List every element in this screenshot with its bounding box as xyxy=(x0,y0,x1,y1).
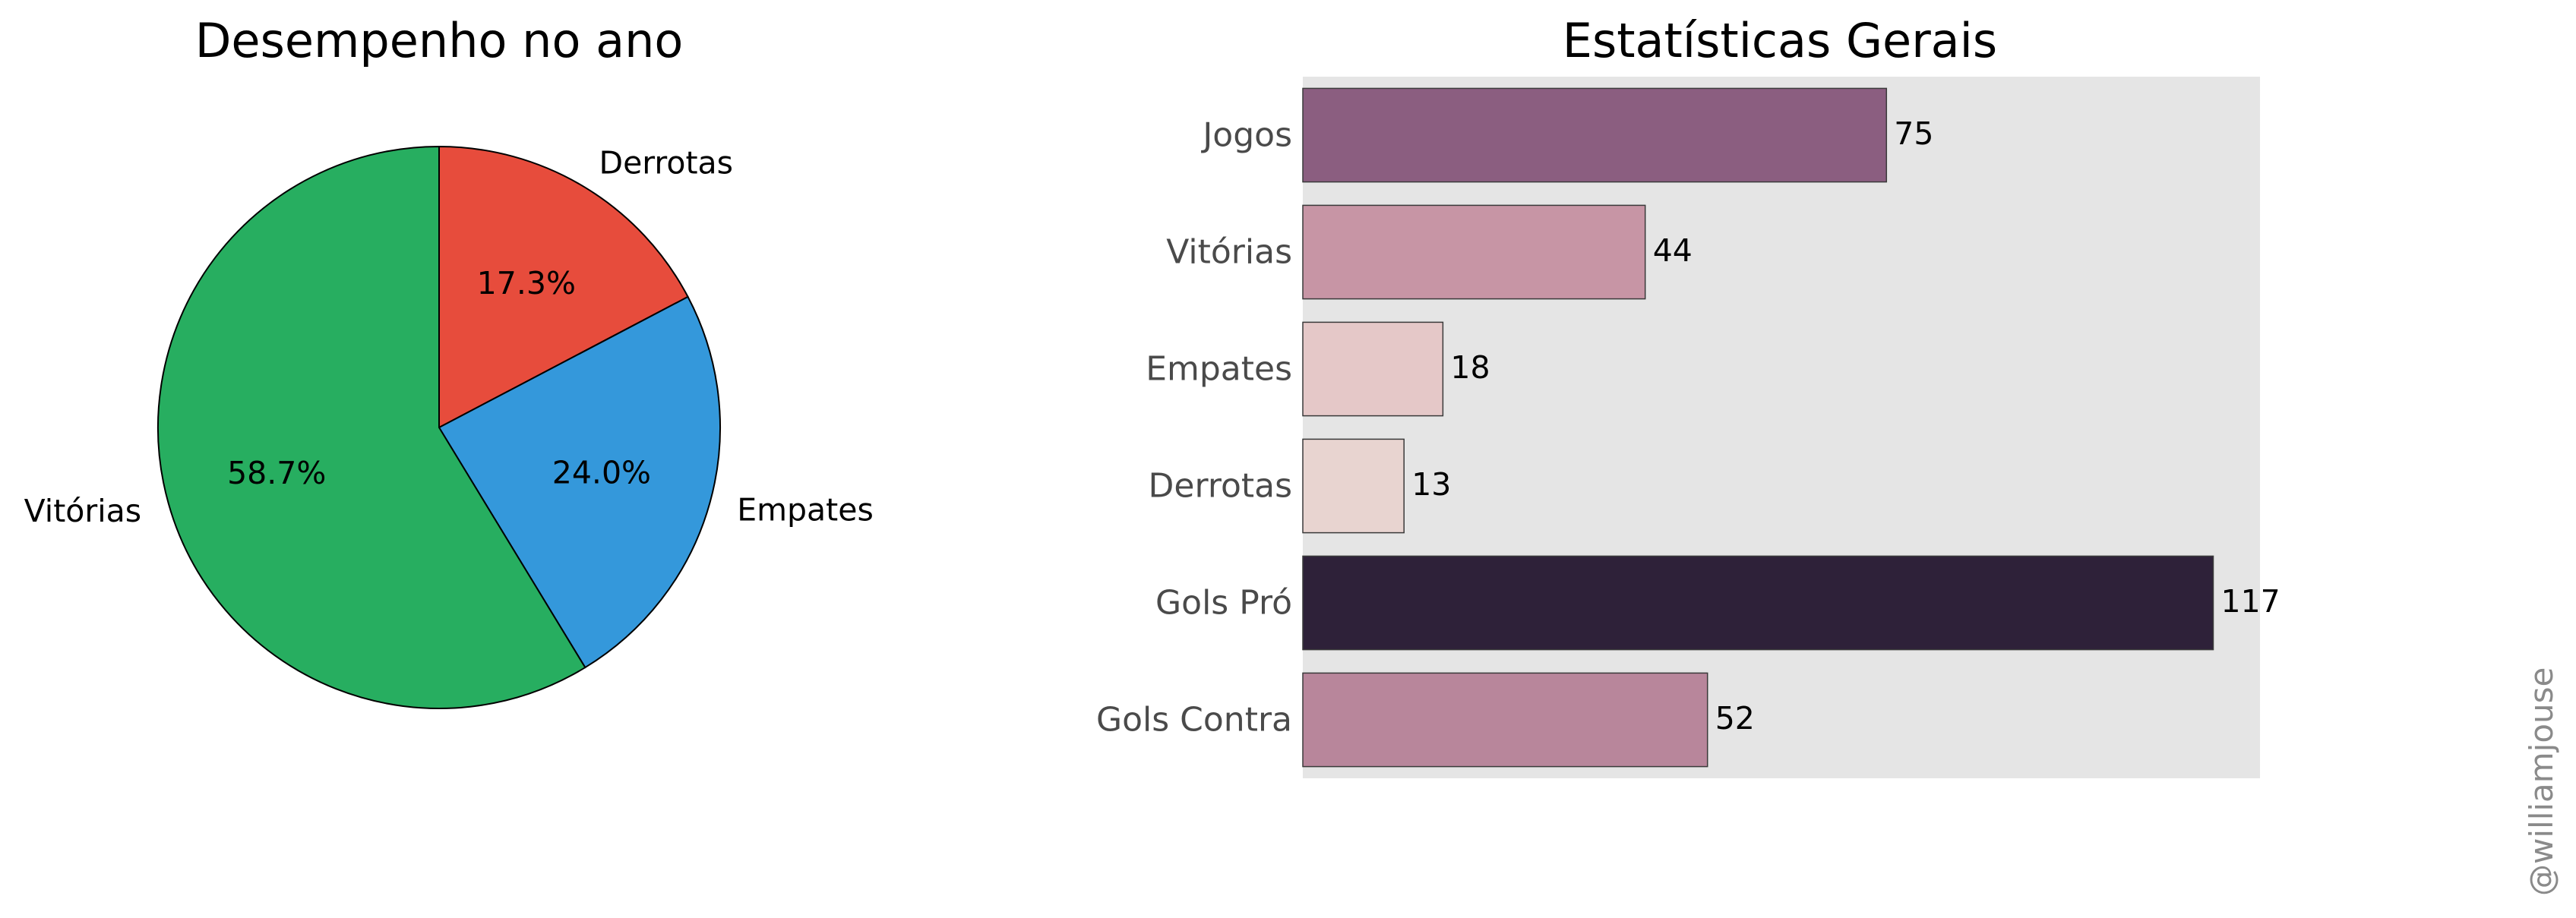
pie-pct-label-vitorias: 58.7% xyxy=(227,455,326,491)
bar-gols-contra xyxy=(1302,672,1708,768)
bar-chart-title: Estatísticas Gerais xyxy=(1563,13,1997,68)
bar-empates xyxy=(1302,321,1444,417)
bar-derrotas xyxy=(1302,438,1405,534)
ytick-label-vitorias: Vitórias xyxy=(1166,233,1292,272)
bar-value-label-jogos: 75 xyxy=(1894,115,1933,152)
ytick-label-gols-contra: Gols Contra xyxy=(1096,701,1292,740)
pie-label-empates: Empates xyxy=(737,492,874,528)
ytick-label-jogos: Jogos xyxy=(1200,116,1292,155)
bar-value-label-gols-pro: 117 xyxy=(2221,583,2280,620)
pie-chart-title: Desempenho no ano xyxy=(195,13,684,68)
pie-slices xyxy=(157,145,721,709)
bar-marks: Jogos 75 Vitórias 44 Empates 18 Derrotas 13 Gols… xyxy=(1096,87,2280,768)
pie-label-vitorias: Vitórias xyxy=(24,493,141,529)
pie-label-derrotas: Derrotas xyxy=(599,145,734,181)
ytick-label-derrotas: Derrotas xyxy=(1149,467,1292,506)
bar-chart: Estatísticas Gerais Jogos 75 Vitórias 44 Emp… xyxy=(1096,13,2280,778)
pie-slice-derrotas xyxy=(438,145,689,429)
bar-plot-background xyxy=(1303,77,2260,778)
pie-labels: 17.3% Derrotas 24.0% Empates 58.7% Vitórias xyxy=(24,145,874,529)
bar-vitorias xyxy=(1302,204,1646,300)
pie-pct-label-empates: 24.0% xyxy=(552,454,651,491)
bar-value-label-vitorias: 44 xyxy=(1653,232,1693,269)
pie-pct-label-derrotas: 17.3% xyxy=(477,265,576,301)
bar-value-label-empates: 18 xyxy=(1450,349,1490,386)
bar-jogos xyxy=(1302,87,1888,183)
ytick-label-gols-pro: Gols Pró xyxy=(1155,584,1292,623)
bar-value-label-gols-contra: 52 xyxy=(1715,700,1755,737)
pie-slice-vitorias xyxy=(157,145,586,709)
pie-chart: Desempenho no ano 17.3% Derrotas 24.0% Empa… xyxy=(24,13,874,709)
watermark-text: @williamjouse xyxy=(2523,667,2560,896)
bar-value-label-derrotas: 13 xyxy=(1411,466,1451,503)
bar-gols-pro xyxy=(1302,555,2214,651)
pie-slice-empates xyxy=(438,295,721,669)
ytick-label-empates: Empates xyxy=(1146,350,1292,389)
